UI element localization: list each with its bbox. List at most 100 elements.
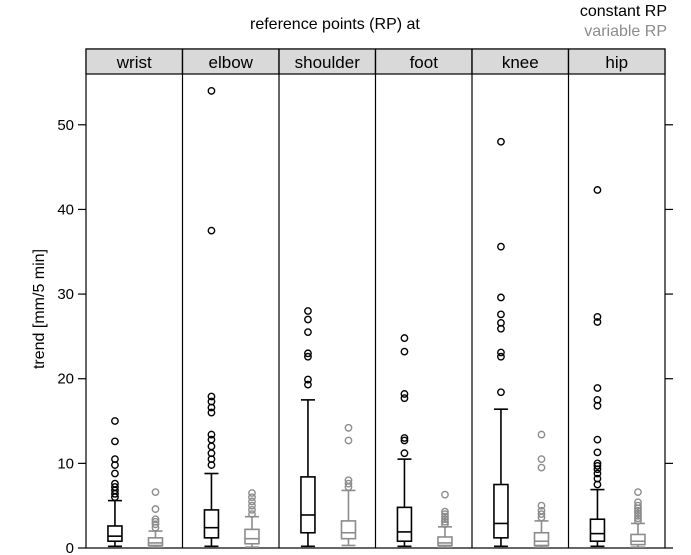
constant-outlier-elbow bbox=[207, 226, 216, 235]
variable-outlier-foot bbox=[441, 510, 449, 519]
variable-outlier-foot bbox=[441, 515, 449, 524]
variable-outlier-wrist bbox=[151, 505, 160, 513]
constant-outlier-elbow bbox=[207, 442, 216, 451]
constant-outlier-wrist bbox=[111, 483, 119, 491]
variable-outlier-knee bbox=[537, 510, 546, 519]
constant-box-elbow bbox=[203, 509, 220, 539]
constant-outlier-shoulder bbox=[304, 307, 312, 315]
variable-outlier-elbow bbox=[248, 501, 256, 510]
variable-box-hip bbox=[630, 533, 646, 546]
variable-outlier-elbow bbox=[248, 493, 256, 502]
strip-shoulder bbox=[278, 48, 377, 75]
strip-label-wrist: wrist bbox=[116, 53, 152, 72]
variable-outlier-hip bbox=[634, 514, 642, 523]
variable-box-foot bbox=[437, 536, 453, 547]
variable-box-wrist bbox=[147, 537, 164, 547]
y-tick-label: 40 bbox=[57, 201, 74, 218]
legend: constant RP variable RP bbox=[580, 2, 667, 42]
constant-outlier-hip bbox=[593, 384, 602, 392]
constant-outlier-elbow bbox=[207, 430, 216, 439]
y-tick-label: 30 bbox=[57, 286, 74, 303]
variable-outlier-foot bbox=[441, 490, 449, 499]
constant-outlier-foot bbox=[400, 449, 409, 458]
constant-outlier-elbow bbox=[207, 392, 216, 401]
variable-outlier-wrist bbox=[151, 520, 160, 529]
constant-outlier-foot bbox=[400, 390, 409, 398]
constant-outlier-knee bbox=[497, 352, 505, 361]
constant-outlier-shoulder bbox=[304, 380, 312, 389]
y-tick-label: 20 bbox=[57, 371, 74, 388]
constant-outlier-elbow bbox=[207, 435, 216, 444]
constant-box-foot bbox=[396, 506, 413, 543]
constant-outlier-hip bbox=[593, 395, 602, 404]
chart-title: reference points (RP) at bbox=[250, 16, 420, 33]
variable-outlier-shoulder bbox=[344, 479, 353, 488]
variable-outlier-elbow bbox=[248, 489, 256, 497]
variable-outlier-knee bbox=[537, 430, 546, 439]
variable-box-elbow bbox=[244, 528, 260, 545]
constant-outlier-knee bbox=[497, 137, 505, 146]
constant-outlier-foot bbox=[400, 434, 409, 442]
constant-outlier-wrist bbox=[111, 479, 119, 488]
strip-knee bbox=[471, 48, 570, 75]
constant-box-hip bbox=[589, 518, 606, 543]
variable-outlier-knee bbox=[537, 463, 546, 472]
constant-outlier-hip bbox=[593, 435, 602, 444]
constant-outlier-knee bbox=[497, 348, 505, 357]
constant-outlier-knee bbox=[497, 293, 505, 302]
constant-outlier-wrist bbox=[111, 437, 119, 446]
legend-constant-rp: constant RP bbox=[579, 3, 667, 20]
constant-box-knee bbox=[493, 483, 509, 539]
variable-outlier-foot bbox=[441, 507, 449, 516]
constant-outlier-knee bbox=[497, 318, 505, 327]
variable-box-knee bbox=[533, 531, 550, 547]
constant-outlier-foot bbox=[400, 436, 409, 445]
variable-outlier-shoulder bbox=[344, 423, 353, 432]
variable-outlier-hip bbox=[634, 509, 642, 518]
legend-variable-rp: variable RP bbox=[584, 23, 667, 40]
strip-label-knee: knee bbox=[502, 53, 539, 72]
constant-outlier-elbow bbox=[207, 408, 216, 417]
variable-outlier-foot bbox=[441, 517, 449, 526]
constant-outlier-shoulder bbox=[304, 375, 312, 384]
constant-outlier-shoulder bbox=[304, 328, 312, 337]
variable-outlier-elbow bbox=[248, 510, 256, 519]
variable-outlier-knee bbox=[537, 501, 546, 510]
constant-outlier-hip bbox=[593, 448, 602, 457]
strip-label-foot: foot bbox=[410, 53, 439, 72]
variable-outlier-hip bbox=[634, 506, 642, 515]
strip-label-shoulder: shoulder bbox=[295, 53, 361, 72]
strip-hip bbox=[567, 48, 666, 75]
y-tick-label: 0 bbox=[66, 540, 74, 555]
constant-outlier-knee bbox=[497, 242, 505, 251]
variable-outlier-foot bbox=[441, 512, 449, 521]
variable-outlier-elbow bbox=[248, 506, 256, 514]
variable-box-shoulder bbox=[340, 520, 357, 540]
variable-outlier-foot bbox=[441, 520, 449, 529]
constant-outlier-wrist bbox=[111, 469, 119, 478]
variable-outlier-wrist bbox=[151, 488, 160, 497]
constant-outlier-shoulder bbox=[304, 352, 312, 361]
constant-outlier-shoulder bbox=[304, 349, 312, 358]
y-tick-label: 50 bbox=[57, 117, 74, 134]
constant-outlier-hip bbox=[593, 474, 602, 483]
variable-outlier-hip bbox=[634, 517, 642, 525]
variable-outlier-wrist bbox=[151, 515, 160, 524]
constant-outlier-hip bbox=[593, 461, 602, 470]
constant-outlier-elbow bbox=[207, 87, 216, 95]
strip-label-hip: hip bbox=[605, 53, 628, 72]
variable-outlier-knee bbox=[537, 506, 546, 515]
constant-outlier-elbow bbox=[207, 397, 216, 406]
variable-outlier-shoulder bbox=[344, 436, 353, 445]
variable-outlier-hip bbox=[634, 488, 642, 497]
constant-outlier-foot bbox=[400, 347, 409, 356]
variable-outlier-elbow bbox=[248, 497, 256, 506]
constant-outlier-hip bbox=[593, 186, 602, 194]
constant-outlier-hip bbox=[593, 469, 602, 478]
variable-outlier-shoulder bbox=[344, 476, 353, 485]
variable-outlier-knee bbox=[537, 455, 546, 464]
constant-box-wrist bbox=[107, 525, 123, 543]
variable-outlier-hip bbox=[634, 498, 642, 507]
constant-outlier-knee bbox=[497, 388, 505, 397]
